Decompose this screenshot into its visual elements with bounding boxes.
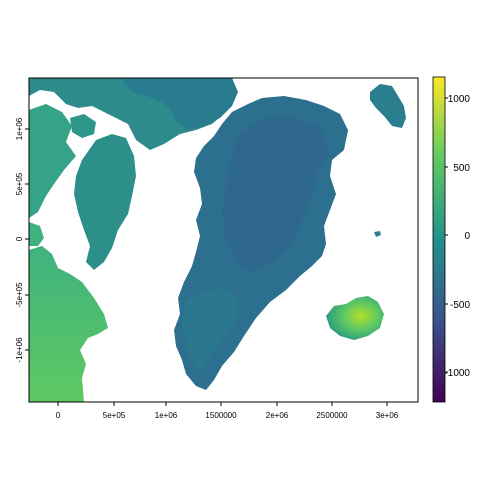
x-tick-label: 2500000 (316, 411, 348, 420)
y-tick-label: -1e+06 (15, 337, 24, 363)
land-greenland-interior (222, 118, 330, 272)
colorbar-label: 500 (453, 163, 470, 174)
x-axis: 0 5e+05 1e+06 1500000 2e+06 2500000 3e+0… (56, 402, 399, 420)
colorbar: 1000 500 0 -500 -1000 (432, 76, 471, 403)
y-tick-label: -5e+05 (15, 282, 24, 308)
colorbar-label: 1000 (448, 94, 471, 105)
map-panel (28, 77, 419, 403)
x-tick-label: 1e+06 (155, 411, 178, 420)
map-border (28, 77, 419, 403)
x-tick-label: 1500000 (205, 411, 237, 420)
land-baffin-island (74, 134, 136, 270)
y-tick-label: 1e+06 (15, 117, 24, 140)
land-svalbard (370, 84, 406, 128)
x-tick-label: 3e+06 (376, 411, 399, 420)
land-islands-mid (70, 114, 96, 138)
land-labrador-quebec (29, 246, 108, 402)
colorbar-label: -1000 (444, 368, 470, 379)
colorbar-label: -500 (450, 300, 470, 311)
x-tick-label: 0 (56, 411, 61, 420)
land-west-islands (29, 104, 76, 218)
y-axis: 1e+06 5e+05 0 -5e+05 -1e+06 (15, 117, 29, 363)
x-tick-label: 5e+05 (103, 411, 126, 420)
land-ellesmere (120, 78, 238, 130)
land-small-island (374, 231, 381, 237)
colorbar-label: 0 (464, 231, 470, 242)
land-greenland-south (182, 288, 240, 372)
colorbar-gradient (432, 76, 446, 403)
land-iceland (326, 296, 384, 340)
y-tick-label: 0 (15, 236, 24, 241)
y-tick-label: 5e+05 (15, 172, 24, 195)
x-tick-label: 2e+06 (266, 411, 289, 420)
land-hudson-strait-islands (29, 222, 44, 246)
